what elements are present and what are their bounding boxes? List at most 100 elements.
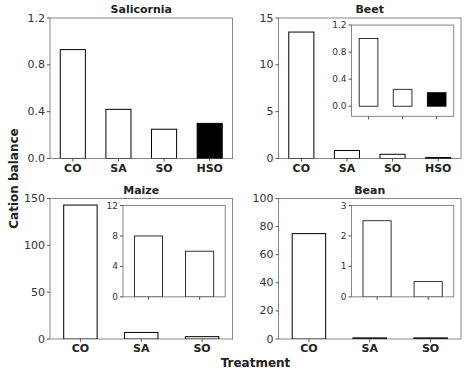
y-tick-label: 1.2 — [28, 12, 46, 25]
title: Maize — [123, 184, 159, 197]
y-tick — [276, 64, 279, 65]
bar — [292, 234, 325, 339]
y-tick-label: 3 — [341, 201, 347, 211]
bar — [125, 332, 158, 339]
plot-frame — [279, 199, 462, 340]
y-tick-label: 100 — [24, 239, 45, 252]
bar — [393, 89, 412, 106]
figure: 0.00.40.81.2COSASOHSOSalicornia051015COS… — [0, 0, 473, 375]
x-tick-label: HSO — [196, 162, 222, 175]
y-tick — [47, 158, 50, 159]
x-tick-label: HSO — [425, 162, 451, 175]
y-tick — [47, 339, 50, 340]
bar — [185, 337, 218, 339]
y-tick — [276, 339, 279, 340]
bar — [427, 93, 446, 107]
y-tick-label: 150 — [24, 192, 45, 205]
y-tick — [120, 235, 123, 236]
x-tick-label: SA — [110, 162, 127, 175]
y-tick — [276, 158, 279, 159]
y-tick — [276, 282, 279, 283]
bars — [60, 50, 222, 159]
y-tick — [47, 292, 50, 293]
y-tick — [120, 205, 123, 206]
plot-frame — [50, 199, 233, 340]
bar — [106, 109, 131, 158]
y-tick — [349, 25, 352, 26]
y-tick — [349, 106, 352, 107]
y-tick-label: 2 — [341, 231, 347, 241]
y-tick-label: 0.4 — [28, 105, 46, 118]
y-tick — [349, 205, 352, 206]
x-tick — [436, 116, 437, 119]
bar — [426, 157, 451, 158]
x-tick-label: SO — [193, 342, 210, 355]
bar — [186, 251, 214, 297]
plot-frame — [123, 206, 225, 297]
bar — [64, 205, 97, 339]
bar — [414, 282, 442, 297]
title: Bean — [354, 184, 385, 197]
axes: 020406080100COSASOBean — [253, 184, 462, 356]
x-tick-label: SA — [339, 162, 356, 175]
title: Beet — [355, 3, 384, 16]
plot-frame — [279, 18, 462, 159]
bar — [134, 236, 162, 297]
bar — [289, 32, 314, 158]
y-tick-label: 0 — [341, 292, 347, 302]
plot-frame — [352, 206, 454, 297]
y-tick-label: 0 — [267, 333, 274, 346]
y-tick-label: 100 — [253, 192, 274, 205]
y-tick — [276, 254, 279, 255]
y-tick-label: 40 — [260, 276, 274, 289]
y-tick-label: 0.4 — [332, 74, 347, 84]
y-tick-label: 0 — [112, 292, 118, 302]
x-tick-label: SA — [362, 342, 379, 355]
y-tick — [349, 266, 352, 267]
y-tick — [120, 296, 123, 297]
y-tick-label: 12 — [107, 201, 118, 211]
bar — [363, 221, 391, 297]
bar — [380, 154, 405, 158]
bar — [414, 338, 447, 339]
x-tick-label: CO — [64, 162, 81, 175]
y-axis-label: Cation balance — [7, 128, 21, 228]
y-tick-label: 50 — [31, 286, 45, 299]
x-tick-label: SA — [133, 342, 150, 355]
axes: 051015COSASOHSOBeet — [260, 3, 462, 175]
inset-axes: 0.00.40.81.2 — [332, 20, 454, 119]
y-tick-label: 1 — [341, 261, 347, 271]
y-tick — [276, 111, 279, 112]
y-tick-label: 20 — [260, 304, 274, 317]
x-tick — [428, 297, 429, 300]
y-tick-label: 15 — [260, 12, 274, 25]
x-tick — [148, 297, 149, 300]
plot-frame — [352, 25, 454, 116]
y-tick-label: 8 — [112, 231, 118, 241]
bar — [359, 39, 378, 107]
title: Salicornia — [111, 3, 172, 16]
y-tick — [349, 235, 352, 236]
bars — [363, 221, 442, 297]
x-axis-label: Treatment — [221, 356, 291, 370]
x-tick-label: SO — [155, 162, 172, 175]
x-tick — [368, 116, 369, 119]
bars — [359, 39, 446, 107]
x-tick — [199, 297, 200, 300]
y-tick — [47, 111, 50, 112]
y-tick-label: 0.8 — [332, 47, 347, 57]
bar — [334, 151, 359, 159]
y-tick — [47, 198, 50, 199]
bars — [134, 236, 213, 297]
x-tick-label: CO — [72, 342, 89, 355]
y-tick — [47, 245, 50, 246]
background — [0, 0, 473, 375]
y-tick-label: 1.2 — [332, 20, 346, 30]
y-tick — [47, 64, 50, 65]
y-tick — [276, 226, 279, 227]
x-tick-label: CO — [293, 162, 310, 175]
bar — [152, 129, 177, 158]
inset-axes: 0 1 2 3 — [341, 201, 454, 302]
x-tick-label: CO — [300, 342, 317, 355]
y-tick — [276, 198, 279, 199]
